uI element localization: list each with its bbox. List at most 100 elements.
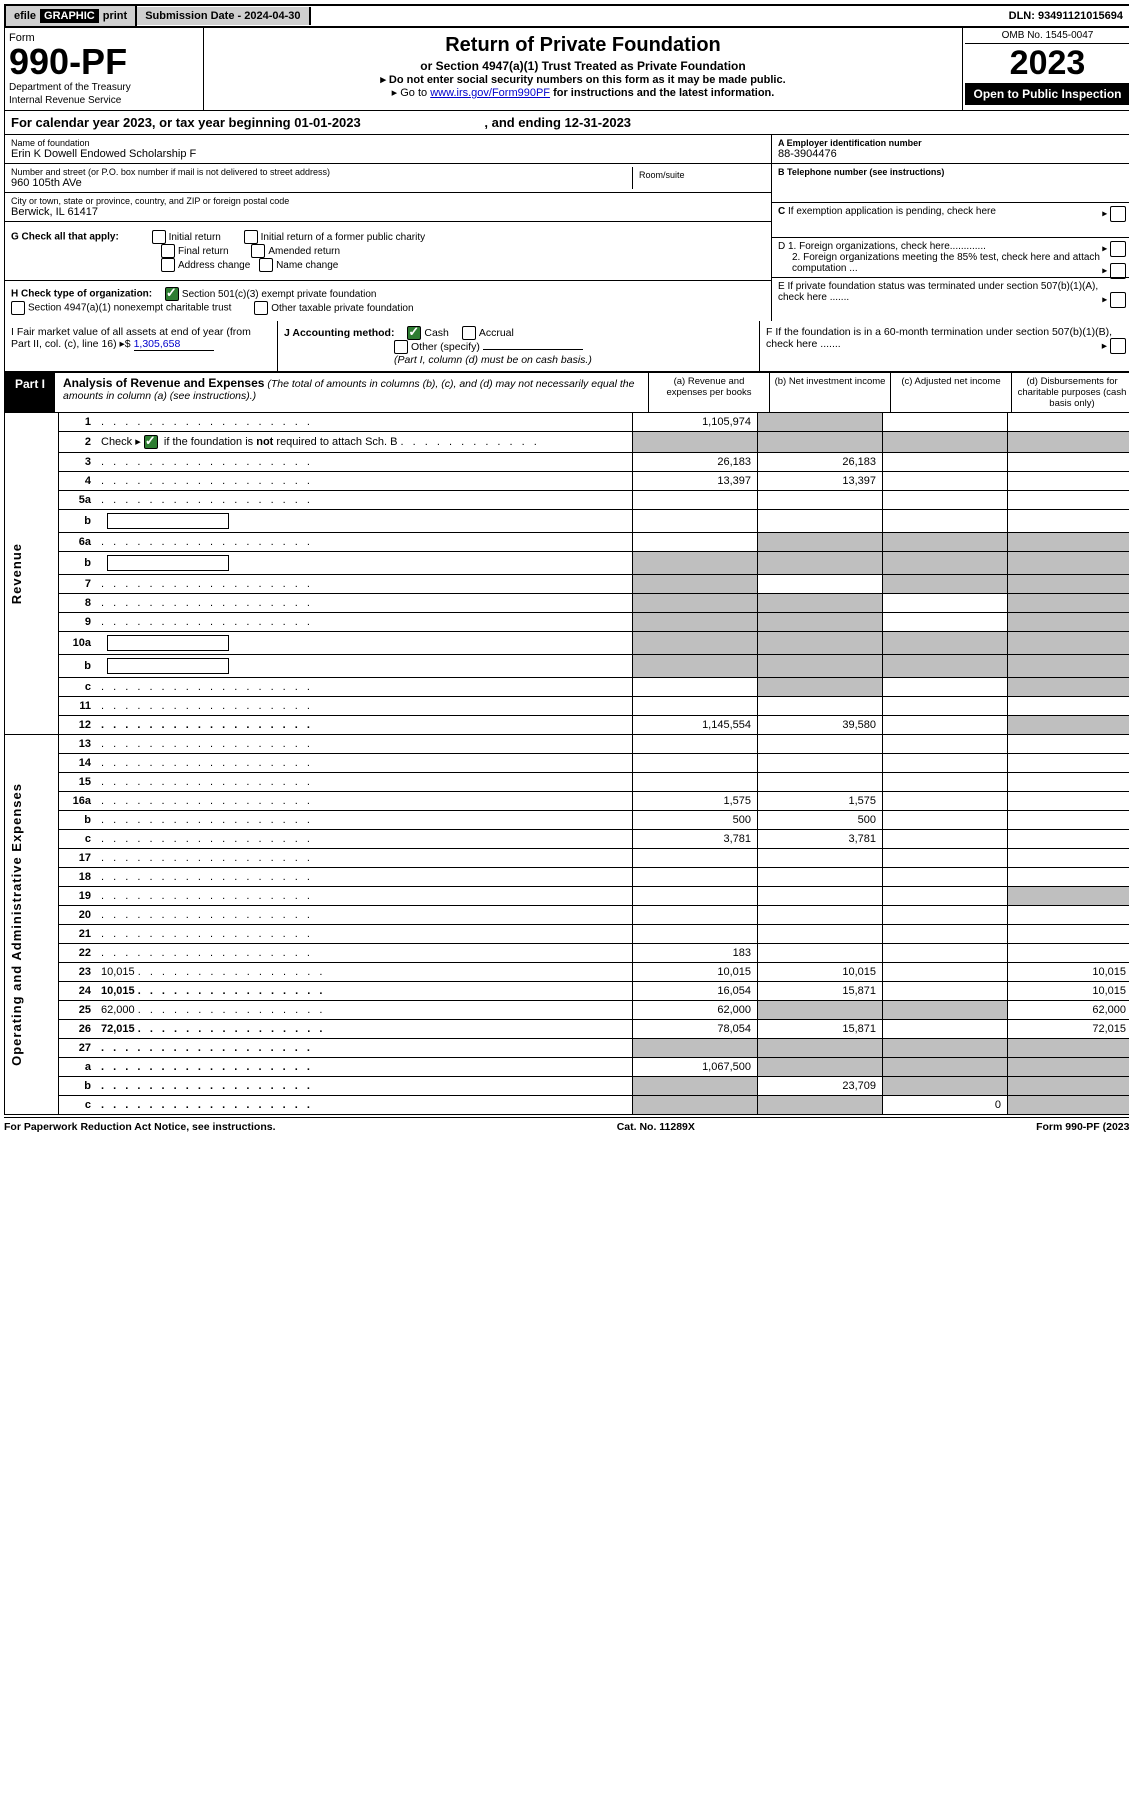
room-label: Room/suite <box>639 170 759 180</box>
line-description: . . . . . . . . . . . . . . . . . . <box>97 716 633 735</box>
checkbox-initial-former[interactable] <box>244 230 258 244</box>
yearline-mid: , and ending <box>484 115 564 130</box>
col-d-value <box>1008 632 1129 655</box>
table-row: b . . . . . . . . . . . . . . . . . . 50… <box>5 811 1129 830</box>
checkbox-accrual[interactable] <box>462 326 476 340</box>
col-i: I Fair market value of all assets at end… <box>5 321 278 371</box>
form-title: Return of Private Foundation <box>208 34 958 57</box>
col-a-value <box>633 1039 758 1058</box>
page-footer: For Paperwork Reduction Act Notice, see … <box>4 1117 1129 1133</box>
line-description <box>97 655 633 678</box>
col-b-value <box>758 613 883 632</box>
checkbox-amended[interactable] <box>251 244 265 258</box>
checkbox-d1[interactable] <box>1110 241 1126 257</box>
line-description: . . . . . . . . . . . . . . . . . . <box>97 533 633 552</box>
col-d-value <box>1008 754 1129 773</box>
col-d-value <box>1008 773 1129 792</box>
col-c-value <box>883 830 1008 849</box>
form-number: 990-PF <box>9 44 199 80</box>
checkbox-e[interactable] <box>1110 292 1126 308</box>
line-description: . . . . . . . . . . . . . . . . . . <box>97 773 633 792</box>
opt-name: Name change <box>276 260 338 271</box>
checkbox-address[interactable] <box>161 258 175 272</box>
col-a-value: 1,067,500 <box>633 1058 758 1077</box>
line-description: . . . . . . . . . . . . . . . . . . <box>97 1039 633 1058</box>
opt-final: Final return <box>178 246 229 257</box>
address-cell: Number and street (or P.O. box number if… <box>5 164 771 193</box>
col-b-value <box>758 678 883 697</box>
col-c-value <box>883 510 1008 533</box>
checkbox-c[interactable] <box>1110 206 1126 222</box>
col-b-value: 500 <box>758 811 883 830</box>
checkbox-final[interactable] <box>161 244 175 258</box>
table-row: 7 . . . . . . . . . . . . . . . . . . <box>5 575 1129 594</box>
line-number: 6a <box>59 533 98 552</box>
line-number: 21 <box>59 925 98 944</box>
col-c-value <box>883 491 1008 510</box>
form-subtitle: or Section 4947(a)(1) Trust Treated as P… <box>208 59 958 73</box>
opt-cash: Cash <box>424 327 449 339</box>
line-number: 15 <box>59 773 98 792</box>
col-b-value <box>758 773 883 792</box>
line-description: . . . . . . . . . . . . . . . . . . <box>97 594 633 613</box>
yearline-begin: 01-01-2023 <box>294 115 361 130</box>
header-right: OMB No. 1545-0047 2023 Open to Public In… <box>962 28 1129 110</box>
col-b-value <box>758 533 883 552</box>
header-left: Form 990-PF Department of the Treasury I… <box>5 28 204 110</box>
efile-badge: efile GRAPHIC print <box>6 6 137 26</box>
yearline-end: 12-31-2023 <box>565 115 632 130</box>
col-a-head: (a) Revenue and expenses per books <box>648 373 769 412</box>
col-c-value <box>883 594 1008 613</box>
col-d-value <box>1008 594 1129 613</box>
col-c-value <box>883 1058 1008 1077</box>
phone-label: B Telephone number (see instructions) <box>778 167 1126 177</box>
line-description: . . . . . . . . . . . . . . . . . . <box>97 472 633 491</box>
col-c-value <box>883 887 1008 906</box>
line-number: 4 <box>59 472 98 491</box>
checkbox-initial-return[interactable] <box>152 230 166 244</box>
table-row: c . . . . . . . . . . . . . . . . . . 0 <box>5 1096 1129 1115</box>
line-number: 7 <box>59 575 98 594</box>
checkbox-other-taxable[interactable] <box>254 301 268 315</box>
col-b-value <box>758 575 883 594</box>
f-label: F If the foundation is in a 60-month ter… <box>766 326 1112 350</box>
col-a-value <box>633 754 758 773</box>
street-address: 960 105th AVe <box>11 177 632 189</box>
col-b-value <box>758 868 883 887</box>
info-left: Name of foundation Erin K Dowell Endowed… <box>5 135 771 321</box>
checkbox-cash[interactable] <box>407 326 421 340</box>
note-url-post: for instructions and the latest informat… <box>550 87 774 99</box>
checkbox-name[interactable] <box>259 258 273 272</box>
line-description: . . . . . . . . . . . . . . . . . . <box>97 1077 633 1096</box>
table-row: b <box>5 655 1129 678</box>
checkbox-f[interactable] <box>1110 338 1126 354</box>
checkbox-501c3[interactable] <box>165 287 179 301</box>
col-c-value <box>883 792 1008 811</box>
table-row: a . . . . . . . . . . . . . . . . . . 1,… <box>5 1058 1129 1077</box>
line-description: . . . . . . . . . . . . . . . . . . <box>97 1058 633 1077</box>
table-row: 2562,000 . . . . . . . . . . . . . . . .… <box>5 1001 1129 1020</box>
j-note: (Part I, column (d) must be on cash basi… <box>394 354 592 366</box>
form990pf-link[interactable]: www.irs.gov/Form990PF <box>430 87 550 99</box>
table-row: 2672,015 . . . . . . . . . . . . . . . .… <box>5 1020 1129 1039</box>
checkbox-4947[interactable] <box>11 301 25 315</box>
checkbox-schB[interactable] <box>144 435 158 449</box>
col-a-value <box>633 1077 758 1096</box>
line-description: . . . . . . . . . . . . . . . . . . <box>97 697 633 716</box>
line-description: . . . . . . . . . . . . . . . . . . <box>97 849 633 868</box>
col-c-value <box>883 613 1008 632</box>
col-a-value <box>633 773 758 792</box>
line-number: 22 <box>59 944 98 963</box>
checkbox-other-method[interactable] <box>394 340 408 354</box>
line-number: 26 <box>59 1020 98 1039</box>
col-b-value <box>758 1096 883 1115</box>
checkbox-d2[interactable] <box>1110 263 1126 279</box>
col-d-value <box>1008 811 1129 830</box>
col-b-value <box>758 413 883 432</box>
col-b-value <box>758 1001 883 1020</box>
line-number: b <box>59 552 98 575</box>
col-c-value <box>883 868 1008 887</box>
foundation-name: Erin K Dowell Endowed Scholarship F <box>11 148 765 160</box>
col-d-value <box>1008 792 1129 811</box>
col-a-value: 500 <box>633 811 758 830</box>
